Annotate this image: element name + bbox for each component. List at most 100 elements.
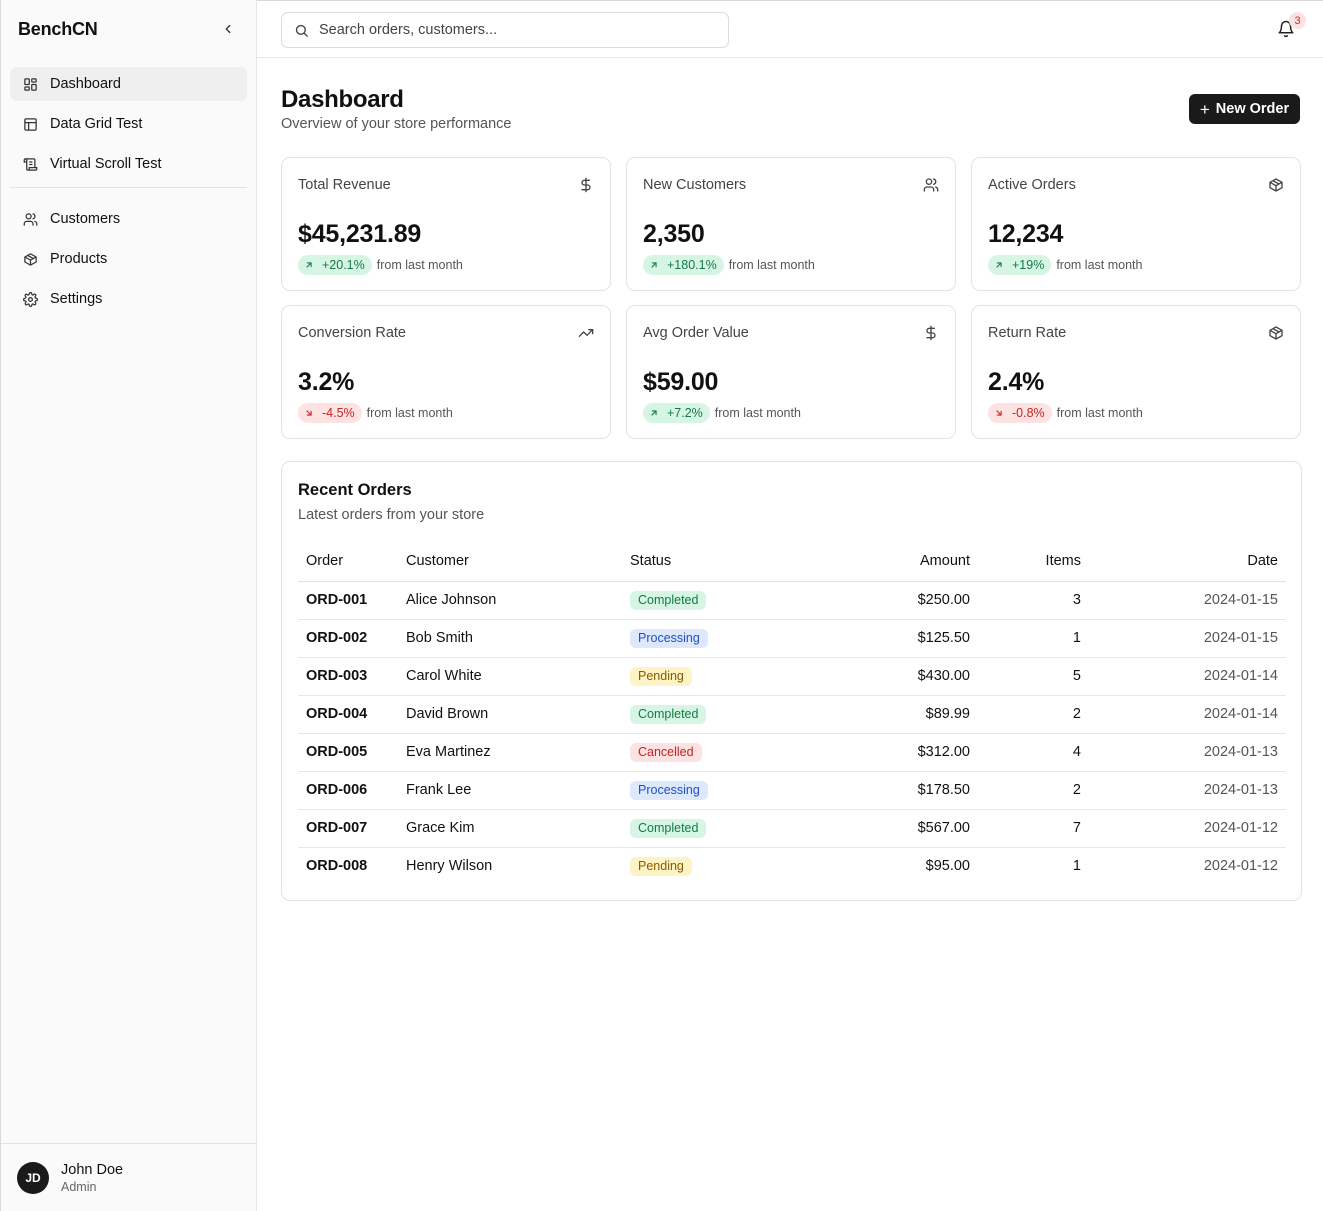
sidebar-item-label: Data Grid Test bbox=[50, 116, 143, 132]
stat-label: Conversion Rate bbox=[298, 325, 406, 341]
items-cell: 1 bbox=[978, 619, 1089, 658]
order-id-cell: ORD-007 bbox=[298, 809, 398, 848]
order-id-cell: ORD-002 bbox=[298, 619, 398, 658]
change-chip: -0.8% bbox=[988, 403, 1052, 423]
table-row[interactable]: ORD-008 Henry Wilson Pending $95.00 1 20… bbox=[298, 847, 1286, 885]
date-cell: 2024-01-12 bbox=[1089, 809, 1286, 848]
amount-cell: $125.50 bbox=[802, 619, 978, 658]
new-order-label: New Order bbox=[1215, 101, 1290, 117]
user-profile[interactable]: JD John Doe Admin bbox=[1, 1143, 257, 1211]
amount-cell: $178.50 bbox=[802, 771, 978, 810]
stat-card-new-customers: New Customers 2,350 +180.1% from last mo… bbox=[626, 157, 956, 291]
items-cell: 3 bbox=[978, 581, 1089, 620]
status-cell: Completed bbox=[622, 695, 802, 734]
change-chip: +20.1% bbox=[298, 255, 372, 275]
items-cell: 1 bbox=[1072, 858, 1081, 875]
users-icon bbox=[923, 178, 939, 192]
arrow-up-right-icon bbox=[996, 262, 1002, 268]
order-id-cell: ORD-004 bbox=[298, 695, 398, 734]
customer-cell: Eva Martinez bbox=[398, 733, 622, 772]
status-badge: Processing bbox=[630, 628, 708, 648]
table-row[interactable]: ORD-006 Frank Lee Processing $178.50 2 2… bbox=[298, 771, 1286, 810]
amount-cell: $95.00 bbox=[925, 858, 970, 875]
box-icon bbox=[1269, 326, 1283, 340]
customer-cell: Henry Wilson bbox=[406, 858, 493, 875]
date-cell: 2024-01-14 bbox=[1089, 695, 1286, 734]
dollar-icon bbox=[581, 177, 591, 193]
amount-cell: $430.00 bbox=[802, 657, 978, 696]
amount-cell: $250.00 bbox=[802, 581, 978, 620]
stat-change: +20.1% from last month bbox=[298, 255, 463, 275]
sidebar-item-label: Products bbox=[50, 251, 108, 267]
app-logo-text: BenchCN bbox=[18, 18, 98, 39]
user-role: Admin bbox=[61, 1179, 97, 1194]
column-header-date[interactable]: Date bbox=[1089, 541, 1286, 582]
column-header-amount[interactable]: Amount bbox=[802, 541, 978, 582]
table-row[interactable]: ORD-005 Eva Martinez Cancelled $312.00 4… bbox=[298, 733, 1286, 772]
stat-value: 2,350 bbox=[643, 220, 705, 248]
order-id-cell: ORD-005 bbox=[298, 733, 398, 772]
change-value: +19% bbox=[1012, 258, 1045, 272]
table-row[interactable]: ORD-004 David Brown Completed $89.99 2 2… bbox=[298, 695, 1286, 734]
status-cell: Pending bbox=[622, 847, 802, 885]
stat-change: -4.5% from last month bbox=[298, 403, 453, 423]
stat-card-conversion-rate: Conversion Rate 3.2% -4.5% from last mon… bbox=[281, 305, 611, 439]
arrow-up-right-icon bbox=[651, 262, 657, 268]
search-box[interactable] bbox=[281, 12, 729, 48]
column-header-items[interactable]: Items bbox=[978, 541, 1089, 582]
status-badge: Completed bbox=[630, 818, 707, 838]
stat-label: Total Revenue bbox=[298, 177, 391, 193]
collapse-sidebar-button[interactable] bbox=[216, 17, 240, 41]
change-chip: +19% bbox=[988, 255, 1052, 275]
avatar: JD bbox=[17, 1161, 49, 1194]
column-header-customer[interactable]: Customer bbox=[398, 541, 622, 582]
plus-icon: + bbox=[1199, 99, 1210, 119]
stat-change: -0.8% from last month bbox=[988, 403, 1143, 423]
stat-value: 2.4% bbox=[988, 368, 1045, 396]
table-row[interactable]: ORD-002 Bob Smith Processing $125.50 1 2… bbox=[298, 619, 1286, 658]
stat-value: $45,231.89 bbox=[298, 220, 422, 248]
stat-card-active-orders: Active Orders 12,234 +19% from last mont… bbox=[971, 157, 1301, 291]
page-title: Dashboard bbox=[281, 86, 404, 113]
sidebar-item-label: Settings bbox=[50, 291, 103, 307]
sidebar-item-data-grid-test[interactable]: Data Grid Test bbox=[10, 107, 247, 141]
stat-card-return-rate: Return Rate 2.4% -0.8% from last month bbox=[971, 305, 1301, 439]
customer-cell: David Brown bbox=[398, 695, 622, 734]
change-value: +7.2% bbox=[667, 406, 703, 420]
date-cell: 2024-01-12 bbox=[1203, 858, 1278, 875]
notifications-button[interactable]: 3 bbox=[1277, 12, 1306, 40]
change-note: from last month bbox=[728, 258, 815, 272]
items-cell: 2 bbox=[978, 695, 1089, 734]
new-order-button[interactable]: + New Order bbox=[1189, 94, 1300, 124]
sidebar-item-dashboard[interactable]: Dashboard bbox=[10, 67, 247, 101]
column-header-order[interactable]: Order bbox=[298, 541, 398, 582]
sidebar-item-label: Dashboard bbox=[50, 76, 121, 92]
amount-cell: $312.00 bbox=[802, 733, 978, 772]
table-row[interactable]: ORD-007 Grace Kim Completed $567.00 7 20… bbox=[298, 809, 1286, 848]
sidebar-item-products[interactable]: Products bbox=[10, 242, 247, 276]
status-cell: Completed bbox=[622, 809, 802, 848]
search-input[interactable] bbox=[319, 22, 719, 38]
arrow-down-right-icon bbox=[996, 410, 1002, 416]
stat-change: +7.2% from last month bbox=[643, 403, 801, 423]
arrow-up-right-icon bbox=[306, 262, 312, 268]
sidebar-item-settings[interactable]: Settings bbox=[10, 282, 247, 316]
chevron-left-icon bbox=[225, 24, 231, 34]
table-header-row: Order Customer Status Amount Items Date bbox=[298, 541, 1286, 582]
status-cell: Processing bbox=[622, 619, 802, 658]
table-row[interactable]: ORD-001 Alice Johnson Completed $250.00 … bbox=[298, 581, 1286, 620]
change-note: from last month bbox=[376, 258, 463, 272]
stat-value: 12,234 bbox=[988, 220, 1064, 248]
table-row[interactable]: ORD-003 Carol White Pending $430.00 5 20… bbox=[298, 657, 1286, 696]
sidebar-nav-main: Dashboard Data Grid Test Virtual Scroll … bbox=[1, 58, 256, 181]
sidebar-item-customers[interactable]: Customers bbox=[10, 202, 247, 236]
status-cell: Pending bbox=[622, 657, 802, 696]
items-cell: 7 bbox=[978, 809, 1089, 848]
items-cell: 5 bbox=[978, 657, 1089, 696]
order-id-cell: ORD-003 bbox=[298, 657, 398, 696]
sidebar-item-label: Customers bbox=[50, 211, 121, 227]
column-header-status[interactable]: Status bbox=[622, 541, 802, 582]
gear-icon bbox=[22, 291, 38, 307]
change-note: from last month bbox=[714, 406, 801, 420]
sidebar-item-virtual-scroll-test[interactable]: Virtual Scroll Test bbox=[10, 147, 247, 181]
